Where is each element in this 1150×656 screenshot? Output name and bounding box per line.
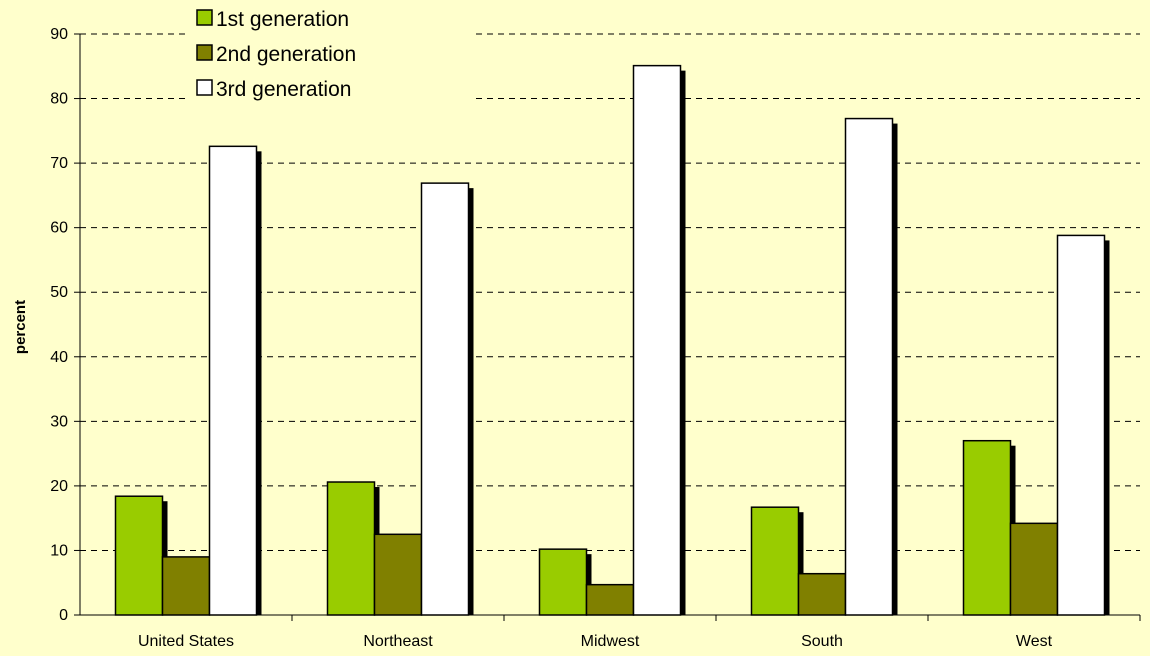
bar — [797, 572, 847, 616]
legend: 1st generation 2nd generation 3rd generati… — [187, 0, 475, 117]
legend-background — [187, 0, 475, 117]
bar — [538, 548, 588, 616]
bar — [420, 182, 470, 616]
x-category-labels: United States Northeast Midwest South West — [138, 633, 1053, 650]
bar — [962, 439, 1012, 616]
y-tick-label: 50 — [50, 284, 68, 301]
y-axis-label: percent — [12, 300, 29, 354]
y-tick-label: 30 — [50, 413, 68, 430]
bar — [1009, 522, 1059, 616]
legend-swatch — [196, 44, 213, 61]
y-tick-label: 10 — [50, 542, 68, 559]
bars — [114, 64, 1110, 616]
bar — [1056, 234, 1106, 616]
bar — [632, 64, 682, 616]
x-category-label: Midwest — [581, 633, 640, 650]
legend-label: 1st generation — [216, 8, 349, 31]
x-category-label: Northeast — [363, 633, 433, 650]
bar — [208, 145, 258, 616]
y-tick-labels: 0 10 20 30 40 50 60 70 80 90 — [50, 26, 68, 624]
legend-label: 3rd generation — [216, 78, 351, 101]
bar — [750, 506, 800, 616]
x-category-label: South — [801, 633, 843, 650]
y-tick-label: 20 — [50, 478, 68, 495]
legend-swatch — [196, 79, 213, 96]
y-tick-label: 60 — [50, 220, 68, 237]
y-tick-label: 90 — [50, 26, 68, 43]
legend-label: 2nd generation — [216, 43, 356, 66]
bar — [161, 556, 211, 616]
axes — [74, 33, 1141, 621]
y-tick-label: 80 — [50, 91, 68, 108]
bar — [326, 481, 376, 616]
bar — [114, 495, 164, 616]
bar — [373, 533, 423, 616]
x-category-label: West — [1016, 633, 1053, 650]
x-category-label: United States — [138, 633, 234, 650]
bar — [844, 117, 894, 616]
y-tick-label: 40 — [50, 349, 68, 366]
y-tick-label: 0 — [59, 607, 68, 624]
y-tick-label: 70 — [50, 155, 68, 172]
legend-swatch — [196, 9, 213, 26]
bar — [585, 583, 635, 616]
